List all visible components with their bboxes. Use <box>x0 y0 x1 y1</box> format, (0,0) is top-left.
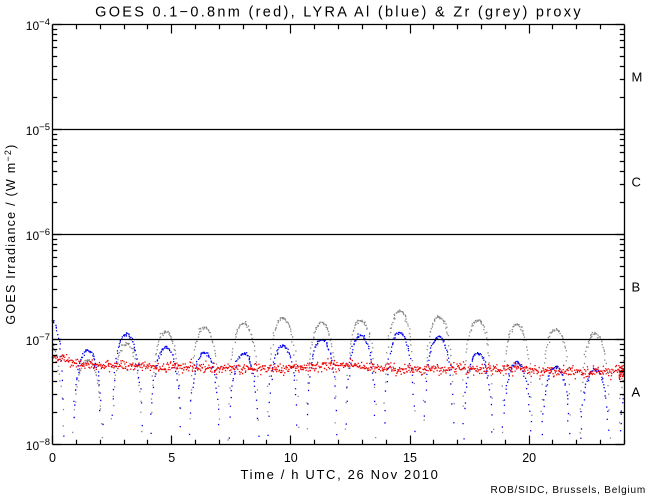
svg-text:A: A <box>632 385 641 400</box>
svg-text:ROB/SIDC, Brussels, Belgium: ROB/SIDC, Brussels, Belgium <box>490 485 646 496</box>
svg-text:GOES 0.1−0.8nm (red), LYRA Al: GOES 0.1−0.8nm (red), LYRA Al (blue) & Z… <box>95 5 583 21</box>
svg-text:15: 15 <box>403 451 417 465</box>
svg-text:B: B <box>632 280 641 295</box>
svg-text:GOES Irradiance / (W m−2): GOES Irradiance / (W m−2) <box>3 143 18 324</box>
svg-text:5: 5 <box>168 451 175 465</box>
svg-text:0: 0 <box>49 451 56 465</box>
svg-text:Time / h UTC, 26 Nov 2010: Time / h UTC, 26 Nov 2010 <box>241 467 440 482</box>
svg-text:20: 20 <box>522 451 536 465</box>
svg-text:10: 10 <box>284 451 298 465</box>
svg-text:M: M <box>632 70 643 85</box>
svg-text:C: C <box>632 175 641 190</box>
